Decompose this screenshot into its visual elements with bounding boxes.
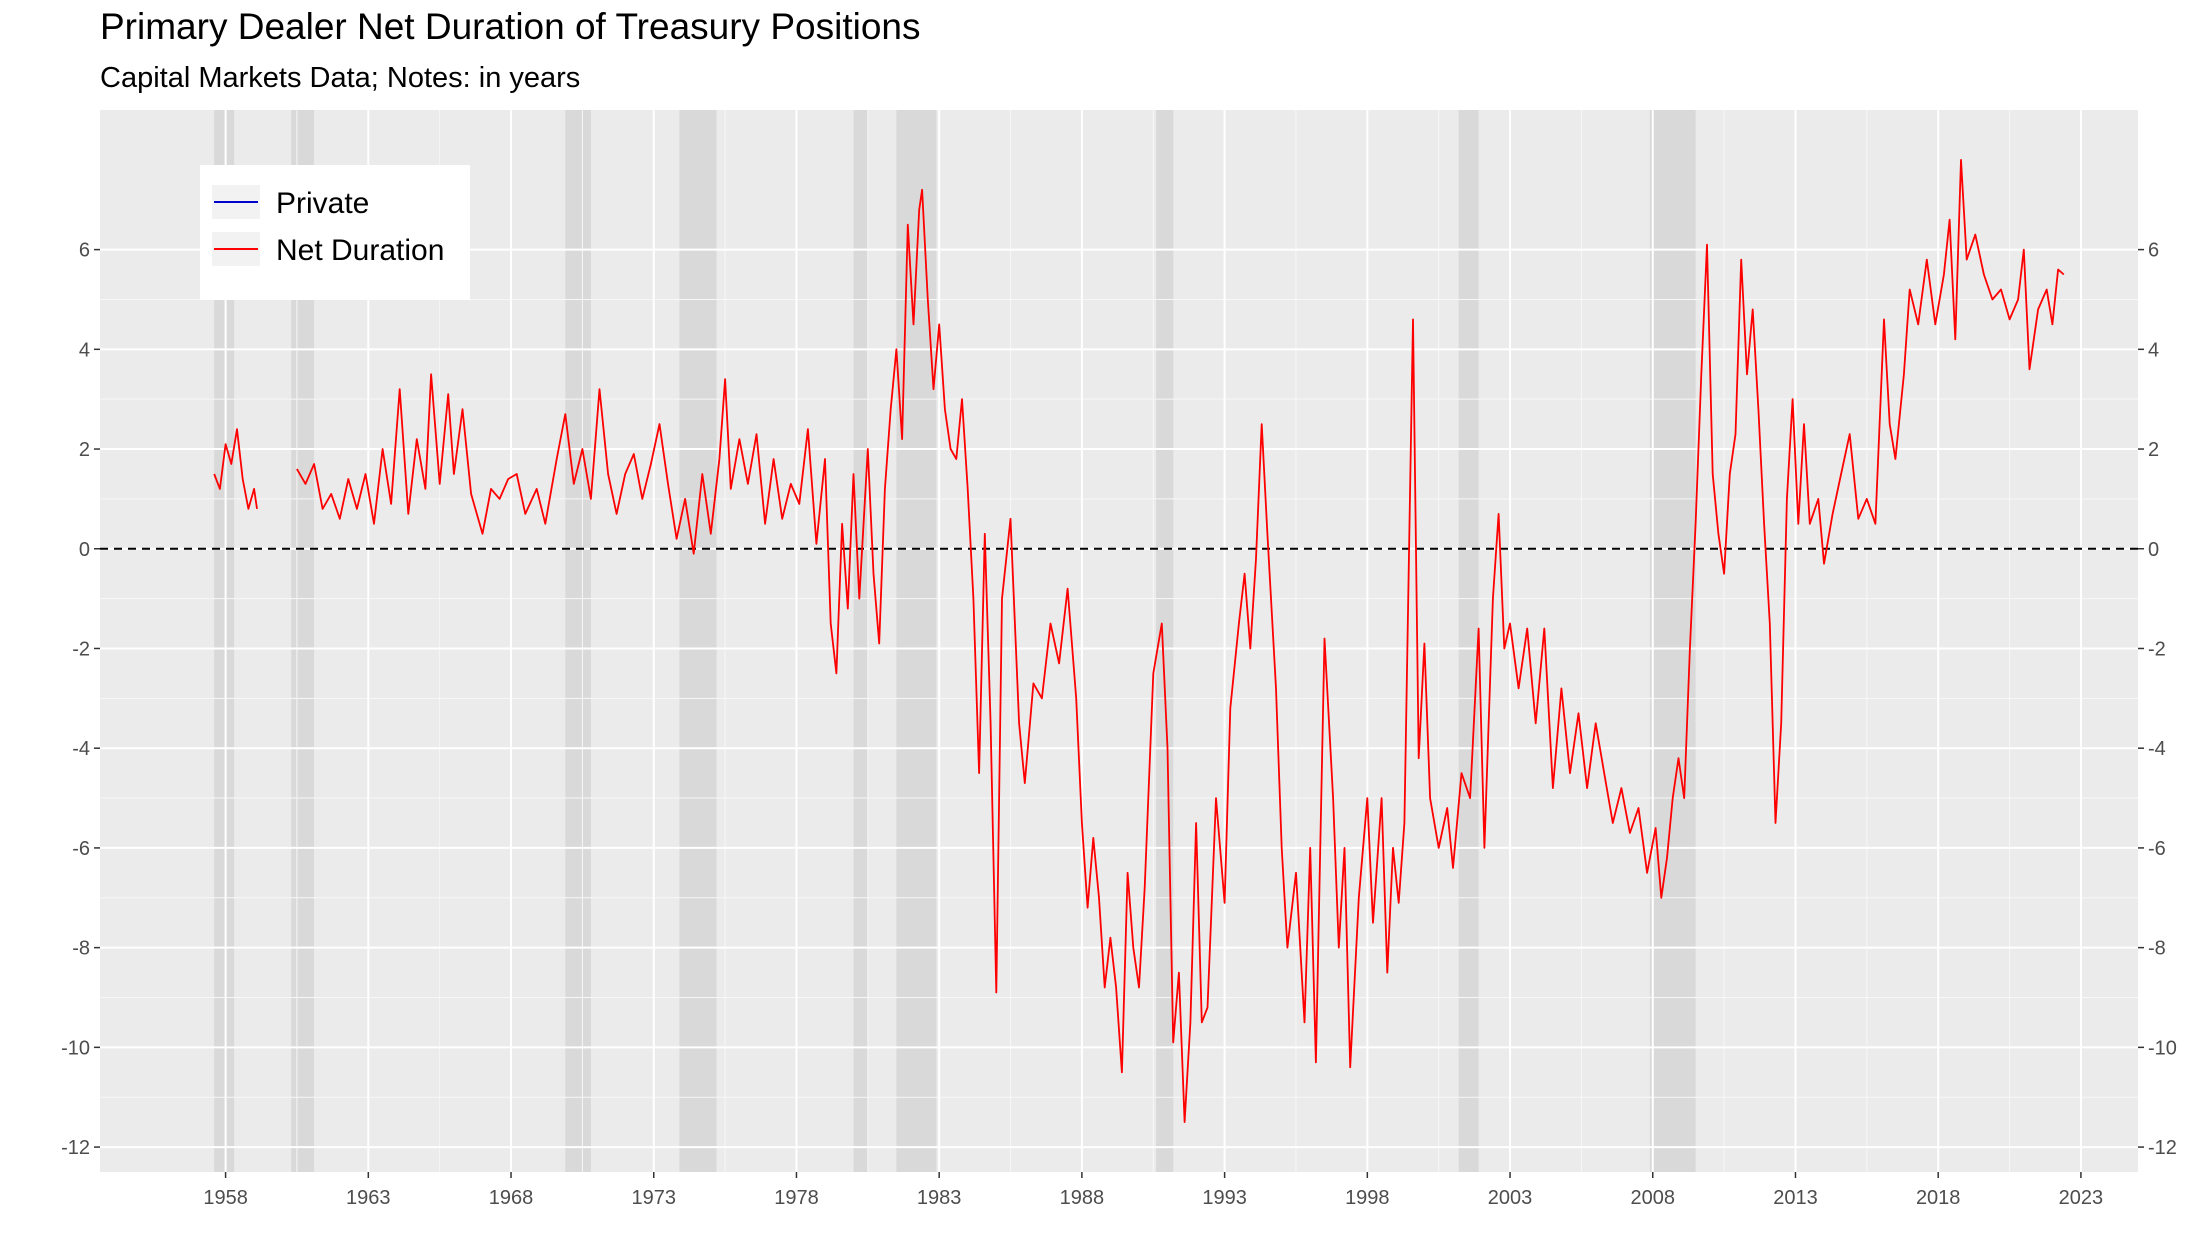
x-tick-label: 2013: [1773, 1187, 1818, 1209]
y-tick-label-left: -4: [72, 738, 90, 760]
y-tick-label-left: 6: [79, 240, 90, 262]
y-tick-label-left: 0: [79, 539, 90, 561]
y-tick-label-right: -2: [2148, 638, 2166, 660]
x-tick-label: 1963: [346, 1187, 391, 1209]
y-tick-label-left: 4: [79, 339, 90, 361]
legend-label: Net Duration: [276, 234, 444, 267]
x-tick-label: 1968: [489, 1187, 534, 1209]
y-tick-label-left: -12: [61, 1137, 90, 1159]
y-tick-label-right: 0: [2148, 539, 2159, 561]
x-tick-label: 1958: [203, 1187, 248, 1209]
y-tick-label-left: 2: [79, 439, 90, 461]
y-tick-label-left: -6: [72, 838, 90, 860]
x-tick-label: 1998: [1345, 1187, 1390, 1209]
y-tick-label-right: -10: [2148, 1037, 2177, 1059]
y-tick-label-right: -6: [2148, 838, 2166, 860]
recession-band: [679, 110, 717, 1172]
x-tick-label: 2008: [1631, 1187, 1676, 1209]
y-tick-label-right: -8: [2148, 938, 2166, 960]
series-line-net-duration: [296, 159, 2065, 1123]
x-tick-label: 1983: [917, 1187, 962, 1209]
y-tick-label-left: -8: [72, 938, 90, 960]
x-tick-label: 1978: [774, 1187, 819, 1209]
recession-band: [853, 110, 868, 1172]
x-tick-label: 2018: [1916, 1187, 1961, 1209]
recession-band: [565, 110, 591, 1172]
y-tick-label-right: 4: [2148, 339, 2159, 361]
recession-band: [1458, 110, 1479, 1172]
y-tick-label-right: 2: [2148, 439, 2159, 461]
y-tick-label-right: 6: [2148, 240, 2159, 262]
chart-subtitle: Capital Markets Data; Notes: in years: [100, 62, 581, 94]
x-tick-label: 2023: [2059, 1187, 2104, 1209]
y-tick-label-left: -2: [72, 638, 90, 660]
x-tick-label: 1993: [1202, 1187, 1247, 1209]
y-tick-label-right: -4: [2148, 738, 2166, 760]
x-tick-label: 2003: [1488, 1187, 1533, 1209]
chart-title: Primary Dealer Net Duration of Treasury …: [100, 6, 921, 47]
y-tick-label-right: -12: [2148, 1137, 2177, 1159]
recession-band: [896, 110, 937, 1172]
recession-band: [1156, 110, 1174, 1172]
y-tick-label-left: -10: [61, 1037, 90, 1059]
series-line-net-duration: [213, 428, 258, 510]
legend-label: Private: [276, 187, 369, 220]
x-tick-label: 1973: [631, 1187, 676, 1209]
x-tick-label: 1988: [1060, 1187, 1105, 1209]
recession-band: [214, 110, 235, 1172]
recession-band: [1649, 110, 1696, 1172]
